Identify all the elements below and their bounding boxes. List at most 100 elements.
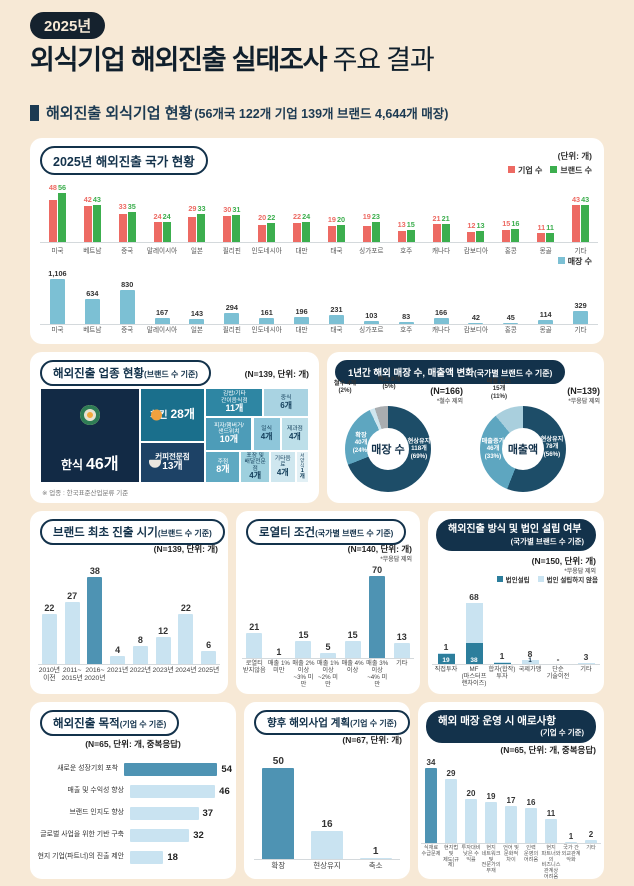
store-change-donut: 매장 수 (345, 406, 431, 492)
bar-label: 호주 (400, 327, 413, 334)
bar-column: 42 캄보디아 (459, 264, 494, 336)
segment-no-entity (521, 659, 539, 665)
chart-entry-timing: 22 2010년 이전 27 2011~ 2015년 38 2016~ 2020년 4 202… (38, 563, 220, 685)
bar (178, 614, 194, 665)
bar (467, 232, 476, 243)
legend-entity-yes: 법인설립 (496, 574, 530, 584)
bar-column: 167 말레이시아 (145, 264, 180, 336)
panel-title: 브랜드 최초 진출 시기 (53, 527, 158, 539)
bar (572, 204, 581, 243)
bar-value: 4 (115, 644, 121, 655)
bar-label: 캄보디아 (463, 327, 489, 334)
bar-column: 27 2011~ 2015년 (61, 563, 84, 685)
bar-label: 기타 (580, 666, 592, 673)
note-label: *무응답 제외 (380, 557, 412, 563)
bar-value: 1 (568, 831, 574, 841)
stacked-bar-column: - 단순 기술이전 (544, 589, 572, 689)
sales-change-donut: 매출액 (480, 406, 566, 492)
bar-values: 48 56 (49, 183, 66, 192)
bar-column: 1,106 미국 (40, 264, 75, 336)
bar (294, 316, 310, 325)
bar-label: 캐나다 (431, 248, 451, 255)
bar-label: 현지법 및 제도(규제) (442, 845, 460, 869)
bar-label: 매출 1% 이상 ~2% 미만 (317, 660, 340, 688)
bar-value: 17 (506, 796, 516, 805)
bar-value: 54 (221, 763, 232, 775)
treemap-label: 일식 4개 (261, 426, 273, 441)
bar (267, 223, 276, 243)
bar (64, 602, 80, 665)
panel-title-pill: 브랜드 최초 진출 시기(브랜드 수 기준) (40, 519, 225, 545)
bar-label: 2022년 (129, 667, 152, 674)
note-label: *무응답 제외 (564, 569, 596, 575)
bar-column: 1 국가 간 외교관계 악화 (561, 756, 581, 876)
bar (445, 779, 457, 844)
bar-label: 축소 (368, 861, 383, 870)
treemap-cell-hansik: 한식 46개 (40, 388, 140, 483)
bar (258, 225, 267, 243)
bar-values: 20 22 (258, 213, 275, 222)
stacked-bar-column: 1 합자(합작) 투자 (488, 589, 516, 689)
n-label: (N=150, 단위: 개) (531, 556, 596, 566)
bar (565, 841, 577, 844)
bar-label: 합자(합작) 투자 (488, 666, 516, 680)
bar-value: 13 (396, 632, 407, 643)
bar-label: 호주 (400, 248, 413, 255)
stacked-bar-column: 68 38 MF (마스터프랜차이즈) (460, 589, 488, 689)
bar-value: 16 (321, 818, 333, 830)
panel-entry-timing: 브랜드 최초 진출 시기(브랜드 수 기준) (N=139, 단위: 개) 22… (30, 511, 228, 694)
bar-value: 42 (83, 194, 92, 204)
hbar-row: 현지 기업(파트너)의 진출 제안 18 (36, 846, 232, 868)
category-count: 1개 (299, 468, 305, 481)
bar-label: 매출 1% 미만 (267, 660, 290, 674)
panel-entry-method: 해외진출 방식 및 법인 설립 여부 (국가별 브랜드 수 기준) (N=150… (428, 511, 604, 694)
hbar-row: 브랜드 인지도 향상 37 (36, 802, 232, 824)
bar-label: 매출 및 수익성 향상 (67, 787, 124, 795)
bar-column: 15 매출 2% 이상 ~3% 미만 (291, 565, 316, 689)
bar-values: 22 24 (293, 212, 310, 221)
bar-label: 일본 (190, 327, 203, 334)
bar (511, 228, 520, 243)
panel-title-pill: 향후 해외사업 계획(기업 수 기준) (254, 710, 410, 735)
bar-value: 34 (426, 758, 436, 767)
bar-label: 기타 (574, 327, 587, 334)
bar (336, 225, 345, 243)
bar (398, 321, 414, 325)
legend-entity: 법인설립 법인 설립하지 않음 (496, 574, 598, 584)
n-label: (N=139, 단위: 개) (244, 369, 309, 379)
bar-column: 1 축소 (351, 750, 400, 872)
bar-group: 13 15 호주 (389, 182, 424, 255)
bar-value: 1 (276, 646, 282, 657)
bar-label: 매출 4% 이상 (341, 660, 364, 674)
chart-entry-method: 1 19 직접투자 68 38 MF (마스터프랜차이즈) 1 합자(합작) 투자 8 1 국제가맹… (432, 589, 600, 689)
bar-values: 12 13 (467, 221, 484, 230)
bar-values: 43 43 (572, 195, 589, 204)
bar (201, 651, 217, 665)
bar-column: 11 현지 파트너와의 비즈니스 관계상 어려움 (541, 756, 561, 880)
bar-label: 태국 (330, 327, 343, 334)
legend-entity-no: 법인 설립하지 않음 (537, 574, 598, 584)
chart-royalty: 21 로열티 받지않음 1 매출 1% 미만 15 매출 2% 이상 ~3% 미만 5 매출 … (242, 565, 414, 689)
bar (485, 801, 497, 844)
bar-column: 16 인력 운영의 어려움 (521, 756, 541, 876)
bar (502, 229, 511, 243)
bar-value: 15 (298, 629, 309, 640)
panel-purpose: 해외진출 목적(기업 수 기준) (N=65, 단위: 개, 중복응답) 새로운… (30, 702, 236, 879)
n-label: (N=65, 단위: 개, 중복응답) (85, 739, 181, 749)
panel-title-pill: 1년간 해외 매장 수, 매출액 변화(국가별 브랜드 수 기준) (335, 360, 566, 384)
bar-label: 중국 (121, 327, 134, 334)
bar-label: 기타 (586, 845, 596, 851)
bar-label: 2024년 (175, 667, 197, 674)
bar-value: 21 (441, 214, 450, 224)
bar-top-value: 68 (469, 592, 479, 603)
bar-value: 18 (167, 851, 178, 863)
donut-center-label: 매출액 (507, 444, 539, 456)
bar-value: 19 (486, 791, 496, 801)
category-count: 10개 (219, 434, 239, 445)
bar-values: 29 33 (188, 204, 205, 213)
panel-title-sub: (기업 수 기준) (540, 728, 584, 738)
bar-value: 35 (127, 201, 136, 211)
bar-label: MF (마스터프랜차이즈) (461, 666, 487, 687)
bar-inside-value: 19 (442, 657, 450, 664)
panel-difficulty: 해외 매장 운영 시 애로사항 (기업 수 기준) (N=65, 단위: 개, … (418, 702, 604, 880)
